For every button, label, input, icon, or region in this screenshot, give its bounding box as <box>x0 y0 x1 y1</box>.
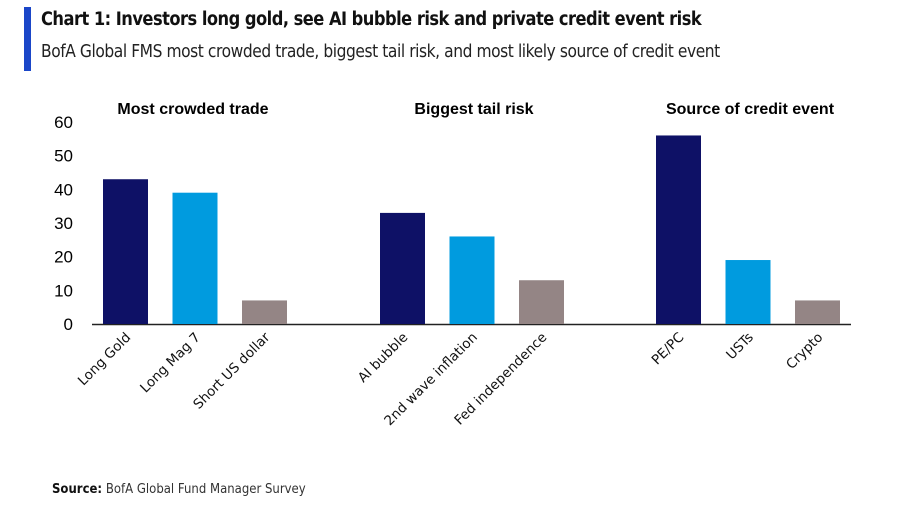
x-category-label: AI bubble <box>355 330 411 386</box>
y-tick-label: 40 <box>54 180 73 199</box>
y-tick-label: 20 <box>54 248 73 267</box>
y-tick-label: 30 <box>54 214 73 233</box>
bar <box>656 135 701 324</box>
chart-title: Chart 1: Investors long gold, see AI bub… <box>41 9 702 30</box>
y-tick-label: 50 <box>54 147 73 166</box>
y-tick-label: 10 <box>54 281 73 300</box>
panel-title: Most crowded trade <box>117 101 268 118</box>
source-text: BofA Global Fund Manager Survey <box>102 482 306 497</box>
source-label: Source: <box>52 482 103 497</box>
x-category-label: Long Gold <box>75 330 134 389</box>
x-category-label: Long Mag 7 <box>137 330 204 397</box>
y-tick-label: 0 <box>64 315 73 334</box>
source-note: Source: BofA Global Fund Manager Survey <box>52 482 306 497</box>
bar <box>242 300 287 324</box>
y-tick-label: 60 <box>54 113 73 132</box>
chart-subtitle: BofA Global FMS most crowded trade, bigg… <box>41 41 720 62</box>
panel-title: Source of credit event <box>666 101 835 118</box>
bar <box>380 212 425 324</box>
bar <box>519 280 564 324</box>
title-accent-bar <box>24 7 31 71</box>
bar <box>103 179 148 324</box>
bar <box>449 236 495 324</box>
x-category-label: Crypto <box>783 330 826 373</box>
bar <box>795 300 840 324</box>
panel-title: Biggest tail risk <box>414 101 533 118</box>
bar <box>725 260 771 324</box>
x-category-label: PE/PC <box>649 330 688 369</box>
x-category-label: USTs <box>723 330 757 364</box>
bar <box>172 192 218 324</box>
